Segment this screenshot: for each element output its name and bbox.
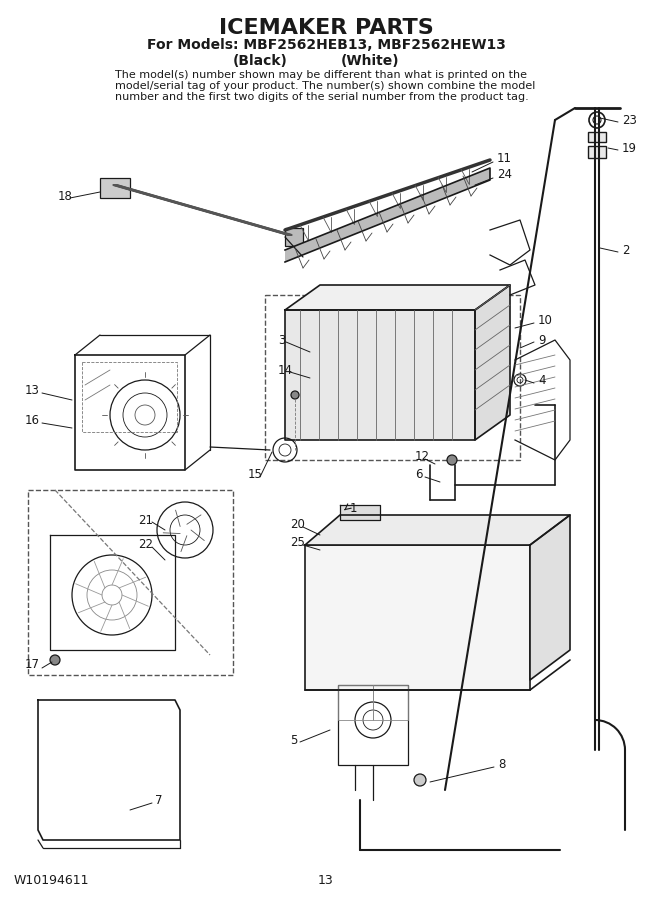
Text: 25: 25 bbox=[290, 536, 305, 550]
Text: 3: 3 bbox=[278, 334, 286, 346]
Text: 14: 14 bbox=[278, 364, 293, 376]
Text: 2: 2 bbox=[622, 244, 629, 256]
Text: 12: 12 bbox=[415, 451, 430, 464]
Bar bbox=[100, 178, 130, 198]
Bar bbox=[373, 685, 408, 720]
Text: 15: 15 bbox=[248, 469, 263, 482]
Polygon shape bbox=[285, 310, 475, 440]
Bar bbox=[305, 545, 530, 690]
Text: 11: 11 bbox=[497, 151, 512, 165]
Circle shape bbox=[414, 774, 426, 786]
Text: 18: 18 bbox=[58, 190, 73, 203]
Bar bbox=[285, 228, 303, 246]
Text: 20: 20 bbox=[290, 518, 305, 532]
Polygon shape bbox=[340, 505, 380, 520]
Circle shape bbox=[50, 655, 60, 665]
Circle shape bbox=[291, 391, 299, 399]
Text: 17: 17 bbox=[25, 659, 40, 671]
Text: 4: 4 bbox=[538, 374, 546, 386]
Bar bbox=[265, 295, 520, 460]
Text: 13: 13 bbox=[318, 874, 334, 887]
Bar bbox=[338, 685, 408, 765]
Text: 6: 6 bbox=[415, 469, 422, 482]
Text: 1: 1 bbox=[350, 501, 357, 515]
Polygon shape bbox=[285, 168, 490, 262]
Text: 23: 23 bbox=[622, 113, 637, 127]
Polygon shape bbox=[285, 285, 510, 310]
Bar bbox=[338, 685, 373, 720]
Text: 21: 21 bbox=[138, 514, 153, 526]
Text: 8: 8 bbox=[498, 759, 505, 771]
Text: 16: 16 bbox=[25, 413, 40, 427]
Text: W10194611: W10194611 bbox=[14, 874, 89, 887]
Polygon shape bbox=[475, 285, 510, 440]
Text: 10: 10 bbox=[538, 313, 553, 327]
Text: 5: 5 bbox=[290, 734, 297, 746]
Text: 24: 24 bbox=[497, 168, 512, 182]
Bar bbox=[588, 146, 606, 158]
Bar bbox=[588, 132, 606, 142]
Text: (White): (White) bbox=[341, 54, 399, 68]
Text: 19: 19 bbox=[622, 141, 637, 155]
Polygon shape bbox=[305, 515, 570, 545]
Text: For Models: MBF2562HEB13, MBF2562HEW13: For Models: MBF2562HEB13, MBF2562HEW13 bbox=[147, 38, 505, 52]
Bar bbox=[82, 362, 177, 432]
Text: number and the first two digits of the serial number from the product tag.: number and the first two digits of the s… bbox=[115, 92, 529, 102]
Text: 9: 9 bbox=[538, 334, 546, 346]
Text: 13: 13 bbox=[25, 383, 40, 397]
Polygon shape bbox=[530, 515, 570, 680]
Text: model/serial tag of your product. The number(s) shown combine the model: model/serial tag of your product. The nu… bbox=[115, 81, 535, 91]
Circle shape bbox=[447, 455, 457, 465]
Text: ICEMAKER PARTS: ICEMAKER PARTS bbox=[218, 18, 434, 38]
Text: 7: 7 bbox=[155, 794, 162, 806]
Text: The model(s) number shown may be different than what is printed on the: The model(s) number shown may be differe… bbox=[115, 70, 527, 80]
Bar bbox=[28, 490, 233, 675]
Text: (Black): (Black) bbox=[233, 54, 288, 68]
Text: 22: 22 bbox=[138, 538, 153, 552]
